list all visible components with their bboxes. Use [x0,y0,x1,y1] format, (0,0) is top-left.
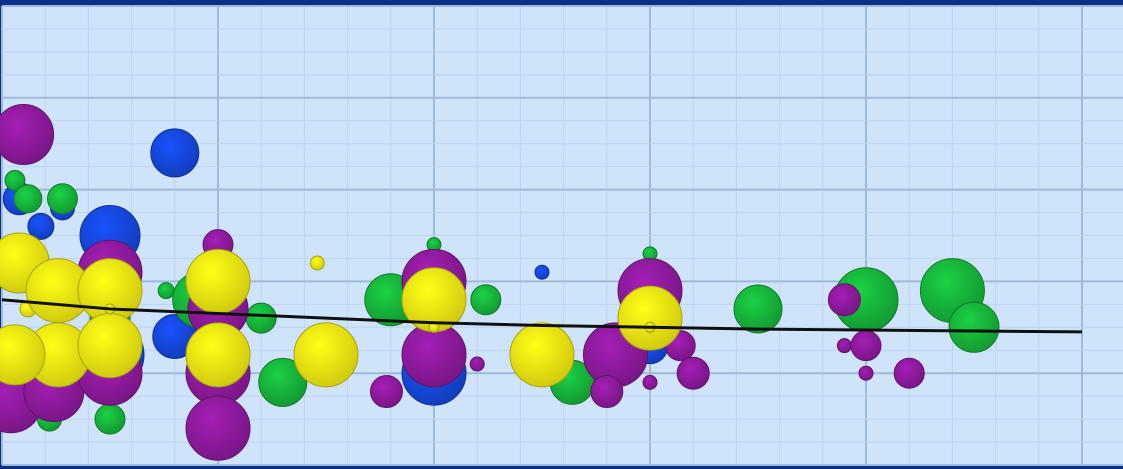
bubble-yellow [185,322,251,388]
bubble-purple [642,374,658,390]
bubble-purple [469,356,485,372]
bubble-yellow [309,255,325,271]
bubble-purple [369,375,403,409]
bubble-blue [534,264,550,280]
bubble-purple [850,330,882,362]
bubble-yellow [617,285,683,351]
bubble-green [470,284,502,316]
bubble-blue [150,128,200,178]
bubble-green [948,301,1000,353]
bubble-yellow [77,313,143,379]
bubble-green [13,184,43,214]
bubble-green [46,183,78,215]
bubble-purple [676,356,710,390]
bubble-yellow [0,324,46,386]
bubble-purple [185,395,251,461]
bubble-blue [27,212,55,240]
bubble-green [245,302,277,334]
bubble-purple [836,338,852,354]
bubble-yellow [293,322,359,388]
bubble-green [4,169,26,191]
bubble-yellow [185,248,251,314]
bubble-purple [893,357,925,389]
bubble-green [733,284,783,334]
bubble-yellow [509,322,575,388]
bubble-layer [0,104,1000,461]
trend-line [1,298,1083,334]
bubble-green [157,282,175,300]
bubble-purple [0,104,55,166]
bubble-green [258,357,308,407]
bubble-purple [858,365,874,381]
bubble-purple [827,283,861,317]
bubble-purple [590,375,624,409]
bubble-green [94,403,126,435]
